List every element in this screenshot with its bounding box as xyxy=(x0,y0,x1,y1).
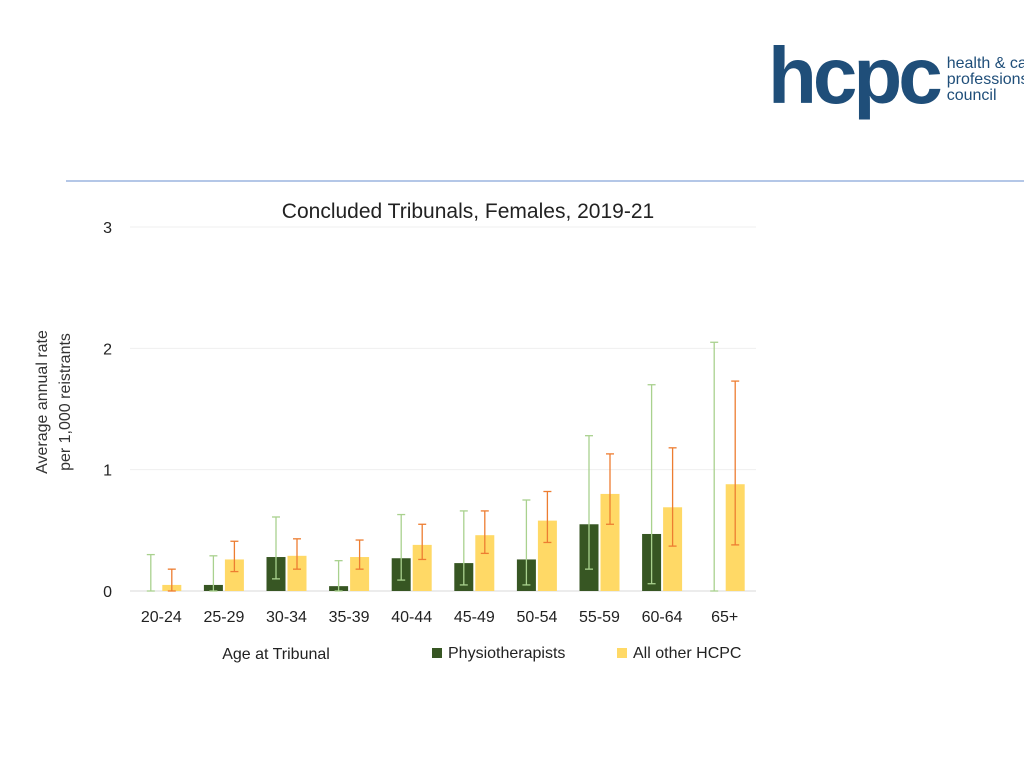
tribunal-chart: Concluded Tribunals, Females, 2019-21 0 1… xyxy=(34,200,756,663)
header-divider xyxy=(66,180,1024,182)
x-tick-label: 30-34 xyxy=(266,609,307,626)
error-bars xyxy=(146,341,740,592)
x-tick-label: 50-54 xyxy=(516,609,557,626)
y-tick-label: 0 xyxy=(103,584,112,601)
logo-line-3: council xyxy=(946,87,997,104)
x-tick-label: 55-59 xyxy=(579,609,620,626)
logo-mark: hcpc xyxy=(768,31,943,120)
bars xyxy=(162,484,745,591)
bar-all-other-hcpc xyxy=(475,535,495,591)
x-axis-label: Age at Tribunal xyxy=(222,646,330,663)
x-tick-labels: 20-24 25-29 30-34 35-39 40-44 45-49 50-54 55-59… xyxy=(141,609,738,626)
bar-all-other-hcpc xyxy=(350,557,370,591)
bar-all-other-hcpc xyxy=(537,520,557,591)
legend-swatch-all-other-hcpc xyxy=(617,648,627,658)
bar-all-other-hcpc xyxy=(600,493,620,591)
x-tick-label: 65+ xyxy=(711,609,738,626)
y-tick-label: 3 xyxy=(103,220,112,237)
logo-wordmark: health & care professions council xyxy=(947,56,1024,104)
y-axis-label-line-2: per 1,000 reistrants xyxy=(57,333,74,471)
hcpc-logo: hcpc health & care professions council xyxy=(768,36,1024,136)
y-tick-label: 1 xyxy=(103,463,112,480)
bar-all-other-hcpc xyxy=(287,555,307,591)
x-tick-label: 40-44 xyxy=(391,609,432,626)
chart-title: Concluded Tribunals, Females, 2019-21 xyxy=(282,200,654,223)
y-tick-labels: 0 1 2 3 xyxy=(103,220,112,601)
legend-swatch-physiotherapists xyxy=(432,648,442,658)
x-tick-label: 45-49 xyxy=(454,609,495,626)
x-tick-label: 20-24 xyxy=(141,609,182,626)
y-tick-label: 2 xyxy=(103,341,112,358)
legend: Physiotherapists All other HCPC xyxy=(432,645,741,662)
legend-label-physiotherapists: Physiotherapists xyxy=(448,645,565,662)
x-tick-label: 60-64 xyxy=(642,609,683,626)
legend-label-all-other-hcpc: All other HCPC xyxy=(633,645,741,662)
gridlines xyxy=(130,226,756,592)
y-axis-label-line-1: Average annual rate xyxy=(34,330,51,474)
bar-all-other-hcpc xyxy=(412,544,432,591)
logo-line-1: health & care xyxy=(946,55,1024,72)
x-tick-label: 25-29 xyxy=(203,609,244,626)
x-tick-label: 35-39 xyxy=(329,609,370,626)
logo-line-2: professions xyxy=(946,71,1024,88)
bar-all-other-hcpc xyxy=(224,559,244,591)
bar-all-other-hcpc xyxy=(663,507,683,591)
